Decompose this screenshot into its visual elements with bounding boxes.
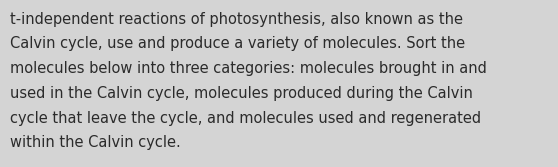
Text: t-independent reactions of photosynthesis, also known as the: t-independent reactions of photosynthesi… [10, 12, 463, 27]
Text: within the Calvin cycle.: within the Calvin cycle. [10, 135, 181, 150]
Text: molecules below into three categories: molecules brought in and: molecules below into three categories: m… [10, 61, 487, 76]
Text: cycle that leave the cycle, and molecules used and regenerated: cycle that leave the cycle, and molecule… [10, 111, 481, 126]
Text: used in the Calvin cycle, molecules produced during the Calvin: used in the Calvin cycle, molecules prod… [10, 86, 473, 101]
Text: Calvin cycle, use and produce a variety of molecules. Sort the: Calvin cycle, use and produce a variety … [10, 36, 465, 51]
